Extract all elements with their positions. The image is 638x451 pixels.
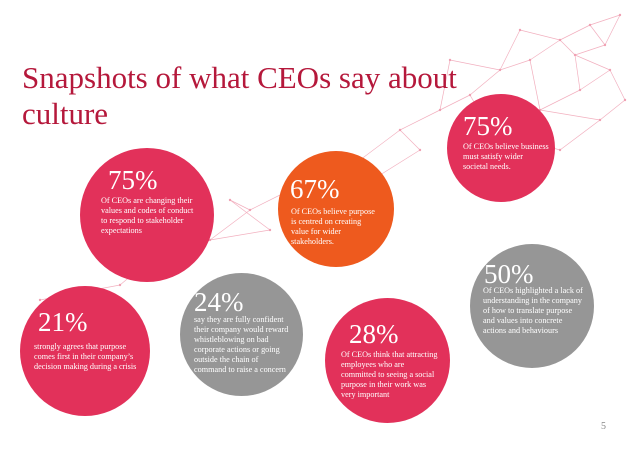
stat-text: Of CEOs believe purpose is centred on cr… [291, 207, 375, 246]
slide-title: Snapshots of what CEOs say about culture [22, 60, 457, 131]
stat-circle-purpose-crisis: 21% strongly agrees that purpose comes f… [20, 286, 150, 416]
stat-text: Of CEOs are changing their values and co… [101, 196, 194, 235]
stat-text: strongly agrees that purpose comes first… [34, 342, 137, 371]
stat-percent: 28% [349, 319, 399, 349]
stat-percent: 67% [290, 174, 340, 204]
stat-circle-whistleblowing: 24% say they are fully confident their c… [180, 273, 303, 396]
stat-percent: 24% [194, 287, 244, 317]
stat-circle-purpose-value: 67% Of CEOs believe purpose is centred o… [278, 151, 394, 267]
stat-percent: 21% [38, 307, 88, 337]
stat-text: say they are fully confident their compa… [194, 315, 289, 374]
stat-percent: 50% [484, 259, 534, 289]
stat-circle-attracting-employees: 28% Of CEOs think that attracting employ… [325, 298, 450, 423]
stat-percent: 75% [463, 111, 513, 141]
page-number: 5 [601, 421, 606, 432]
stat-circle-values-codes: 75% Of CEOs are changing their values an… [80, 148, 214, 282]
stat-text: Of CEOs believe business must satisfy wi… [463, 142, 549, 171]
stat-percent: 75% [108, 165, 158, 195]
stat-circle-translate-purpose: 50% Of CEOs highlighted a lack of unders… [470, 244, 594, 368]
stat-text: Of CEOs think that attracting employees … [341, 350, 438, 399]
stat-text: Of CEOs highlighted a lack of understand… [483, 286, 583, 335]
stat-circle-societal-needs: 75% Of CEOs believe business must satisf… [447, 94, 555, 202]
